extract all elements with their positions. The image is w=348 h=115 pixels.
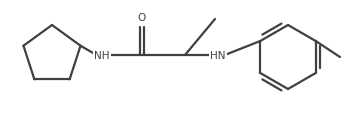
Text: HN: HN bbox=[210, 51, 226, 60]
Text: NH: NH bbox=[94, 51, 110, 60]
Text: O: O bbox=[138, 13, 146, 23]
